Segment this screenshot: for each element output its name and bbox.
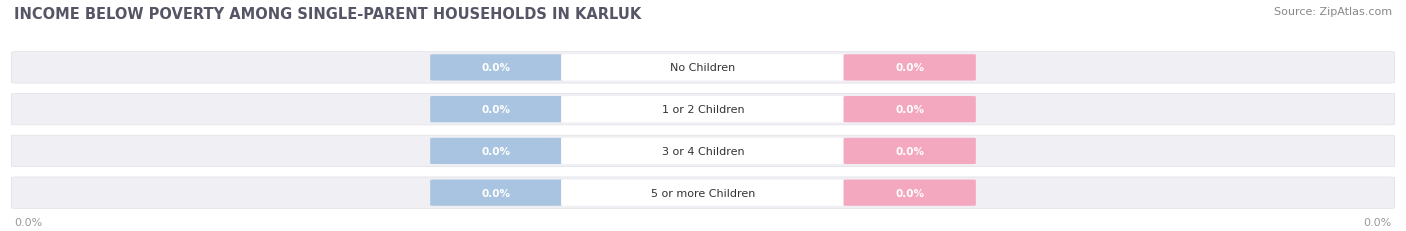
Text: 0.0%: 0.0% [896, 63, 924, 73]
FancyBboxPatch shape [561, 97, 845, 123]
Text: 0.0%: 0.0% [482, 105, 510, 115]
FancyBboxPatch shape [430, 138, 562, 164]
Text: 0.0%: 0.0% [482, 146, 510, 156]
FancyBboxPatch shape [11, 136, 1395, 167]
FancyBboxPatch shape [430, 180, 562, 206]
FancyBboxPatch shape [430, 55, 562, 81]
Text: 0.0%: 0.0% [14, 217, 42, 227]
Text: 0.0%: 0.0% [896, 146, 924, 156]
Text: 1 or 2 Children: 1 or 2 Children [662, 105, 744, 115]
Text: INCOME BELOW POVERTY AMONG SINGLE-PARENT HOUSEHOLDS IN KARLUK: INCOME BELOW POVERTY AMONG SINGLE-PARENT… [14, 7, 641, 22]
FancyBboxPatch shape [11, 52, 1395, 84]
Text: 0.0%: 0.0% [896, 105, 924, 115]
FancyBboxPatch shape [11, 94, 1395, 125]
Text: No Children: No Children [671, 63, 735, 73]
Text: 0.0%: 0.0% [896, 188, 924, 198]
FancyBboxPatch shape [11, 177, 1395, 208]
FancyBboxPatch shape [844, 97, 976, 123]
Text: 0.0%: 0.0% [482, 63, 510, 73]
FancyBboxPatch shape [844, 55, 976, 81]
FancyBboxPatch shape [430, 97, 562, 123]
FancyBboxPatch shape [561, 180, 845, 206]
FancyBboxPatch shape [844, 180, 976, 206]
FancyBboxPatch shape [561, 55, 845, 81]
Text: 0.0%: 0.0% [1364, 217, 1392, 227]
FancyBboxPatch shape [561, 138, 845, 164]
Text: 3 or 4 Children: 3 or 4 Children [662, 146, 744, 156]
FancyBboxPatch shape [844, 138, 976, 164]
Text: Source: ZipAtlas.com: Source: ZipAtlas.com [1274, 7, 1392, 17]
Text: 0.0%: 0.0% [482, 188, 510, 198]
Text: 5 or more Children: 5 or more Children [651, 188, 755, 198]
